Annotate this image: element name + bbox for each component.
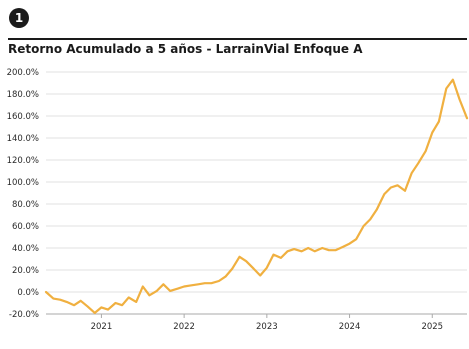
y-tick-label: -20.0% xyxy=(9,310,39,320)
x-tick-label: 2025 xyxy=(421,322,443,332)
line-chart: 200.0% 180.0% 160.0% 140.0% 120.0% 100.0% 80.0… xyxy=(7,68,469,332)
y-tick-label: 20.0% xyxy=(12,266,39,276)
y-tick-label: 60.0% xyxy=(12,222,39,232)
y-tick-label: 40.0% xyxy=(12,244,39,254)
y-tick-label: 140.0% xyxy=(7,134,39,144)
y-tick-label: 160.0% xyxy=(7,112,39,122)
x-tick-label: 2022 xyxy=(173,322,195,332)
y-tick-label: 180.0% xyxy=(7,90,39,100)
y-tick-label: 80.0% xyxy=(12,200,39,210)
y-tick-label: 100.0% xyxy=(7,178,39,188)
step-number-badge: 1 xyxy=(9,8,29,28)
x-tick-label: 2024 xyxy=(339,322,361,332)
y-tick-label: 200.0% xyxy=(7,68,39,78)
chart-title: Retorno Acumulado a 5 años - LarrainVial… xyxy=(8,42,363,56)
x-tick-label: 2023 xyxy=(256,322,278,332)
series-line xyxy=(44,78,469,314)
y-tick-label: 0.0% xyxy=(17,288,39,298)
x-tick-label: 2021 xyxy=(91,322,113,332)
title-rule xyxy=(8,38,467,40)
y-tick-label: 120.0% xyxy=(7,156,39,166)
